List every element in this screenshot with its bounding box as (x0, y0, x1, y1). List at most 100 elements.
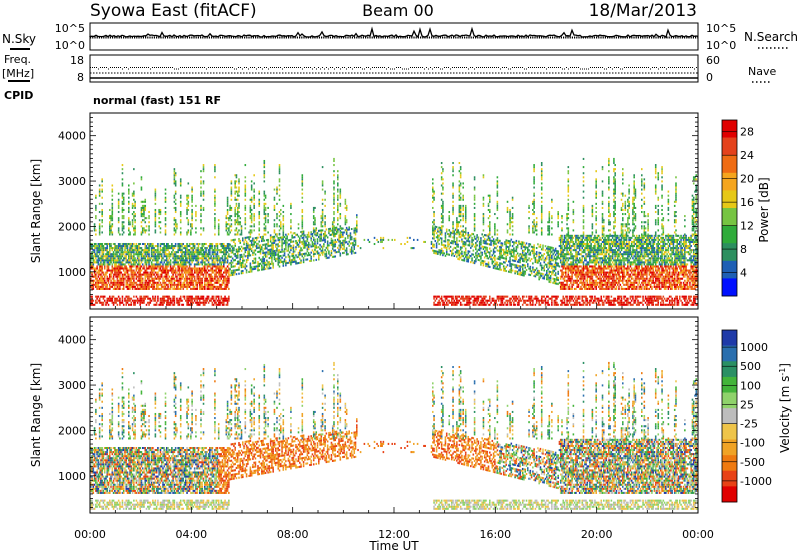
freq-point (650, 69, 651, 70)
freq-point (512, 67, 513, 68)
echo-cell (143, 302, 145, 304)
echo-cell (157, 243, 159, 245)
echo-cell (155, 215, 157, 217)
echo-cell (174, 302, 176, 304)
freq-point (280, 67, 281, 68)
echo-cell (118, 199, 120, 201)
nave-point (483, 73, 485, 74)
echo-cell (105, 274, 107, 276)
echo-cell (99, 272, 101, 274)
echo-cell (155, 253, 157, 255)
freq-point (400, 67, 401, 68)
nave-point (684, 73, 686, 74)
echo-cell (99, 225, 101, 227)
nave-point (243, 73, 245, 74)
freq-point (574, 67, 575, 68)
nave-point (195, 73, 197, 74)
echo-cell (132, 245, 134, 247)
nave-point (177, 73, 179, 74)
echo-cell (101, 178, 103, 180)
freq-point (688, 67, 689, 68)
freq-point (644, 67, 645, 68)
freq-point (234, 69, 235, 70)
echo-cell (157, 261, 159, 263)
echo-cell (99, 203, 101, 205)
freq-point (492, 67, 493, 68)
echo-cell (185, 255, 187, 257)
freq-point (260, 67, 261, 68)
nave-point (150, 73, 152, 74)
beam-title: Beam 00 (362, 1, 434, 20)
echo-cell (112, 184, 114, 186)
echo-cell (110, 280, 112, 282)
echo-cell (123, 221, 125, 223)
echo-cell (165, 229, 167, 231)
echo-cell (109, 251, 111, 253)
echo-cell (155, 231, 157, 233)
echo-cell (112, 209, 114, 211)
freq-point (304, 67, 305, 68)
freq-point (502, 67, 503, 68)
freq-point (294, 67, 295, 68)
freq-point (146, 67, 147, 68)
echo-cell (119, 259, 121, 261)
echo-cell (101, 209, 103, 211)
freq-point (558, 67, 559, 68)
nave-point (579, 73, 581, 74)
freq-point (200, 67, 201, 68)
nave-point (105, 73, 107, 74)
freq-point (246, 67, 247, 68)
freq-point (624, 67, 625, 68)
echo-cell (176, 227, 178, 229)
nave-point (162, 73, 164, 74)
freq-point (94, 67, 95, 68)
freq-point (496, 67, 497, 68)
freq-point (580, 69, 581, 70)
nave-point (651, 73, 653, 74)
echo-cell (93, 286, 95, 288)
echo-cell (120, 257, 122, 259)
freq-point (642, 67, 643, 68)
echo-cell (127, 282, 129, 284)
nave-point (573, 73, 575, 74)
freq-point (402, 69, 403, 70)
freq-point (646, 67, 647, 68)
echo-cell (123, 282, 125, 284)
freq-point (314, 67, 315, 68)
freq-point (346, 69, 347, 70)
echo-cell (122, 233, 124, 235)
freq-point (194, 67, 195, 68)
echo-cell (148, 284, 150, 286)
nave-point (570, 73, 572, 74)
echo-cell (157, 286, 159, 288)
echo-cell (136, 278, 138, 280)
nave-point (234, 73, 236, 74)
nave-point (564, 73, 566, 74)
echo-cell (146, 225, 148, 227)
freq-point (604, 69, 605, 70)
nave-point (183, 73, 185, 74)
echo-cell (98, 261, 100, 263)
echo-cell (105, 304, 107, 306)
echo-cell (113, 276, 115, 278)
freq-point (592, 67, 593, 68)
echo-cell (153, 274, 155, 276)
nave-point (507, 73, 509, 74)
echo-cell (175, 203, 177, 205)
echo-cell (109, 288, 111, 290)
freq-point (630, 67, 631, 68)
freq-label: Freq. (4, 53, 31, 66)
echo-cell (104, 261, 106, 263)
nave-point (471, 73, 473, 74)
freq-point (154, 67, 155, 68)
freq-point (564, 69, 565, 70)
nave-point (135, 73, 137, 74)
nave-point (249, 73, 251, 74)
freq-point (388, 67, 389, 68)
echo-cell (165, 219, 167, 221)
nave-point (111, 73, 113, 74)
echo-cell (148, 211, 150, 213)
nave-point (240, 73, 242, 74)
freq-point (272, 67, 273, 68)
echo-cell (148, 263, 150, 265)
